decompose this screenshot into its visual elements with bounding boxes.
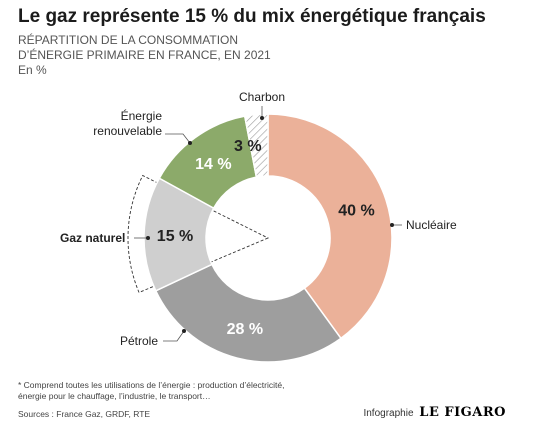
value-label-nucleaire: 40 % [338, 202, 374, 219]
category-label-nucleaire: Nucléaire [406, 218, 457, 232]
chart-title: Le gaz représente 15 % du mix énergétiqu… [18, 6, 486, 27]
leader-dot-gaz [146, 236, 150, 240]
leader-dot-charbon [260, 116, 264, 120]
category-label-gaz-naturel: Gaz naturel [60, 231, 125, 245]
leader-dot-renouvelable [188, 141, 192, 145]
credit-label: Infographie [363, 408, 414, 419]
leader-petrole [163, 330, 185, 342]
leader-renouvelable [165, 133, 191, 144]
unit-label: En % [18, 63, 47, 77]
highlight-wedge-gaz-naturel [127, 174, 270, 294]
value-label-energie-renouvelable: 14 % [195, 156, 231, 173]
leader-dot-nucleaire [390, 223, 394, 227]
category-label-charbon: Charbon [239, 90, 285, 104]
slice-petrole [154, 263, 342, 363]
slice-nucleaire [267, 113, 393, 340]
subtitle-line-2: D’ÉNERGIE PRIMAIRE EN FRANCE, EN 2021 [18, 48, 271, 62]
value-label-gaz-naturel: 15 % [157, 228, 193, 245]
le-figaro-logo: LE FIGARO [419, 405, 506, 420]
footnote-line-1: * Comprend toutes les utilisations de l’… [18, 380, 285, 390]
footnote-line-2: énergie pour le chauffage, l’industrie, … [18, 391, 211, 401]
value-label-petrole: 28 % [227, 321, 263, 338]
credit: Infographie LE FIGARO [363, 405, 506, 420]
sources-note: Sources : France Gaz, GRDF, RTE [18, 409, 151, 419]
slice-charbon [243, 113, 269, 178]
leader-dot-petrole [182, 329, 186, 333]
category-label-renouvelable-line-2: renouvelable [93, 124, 162, 138]
subtitle-line-1: RÉPARTITION DE LA CONSOMMATION [18, 33, 239, 47]
category-label-renouvelable-line-1: Énergie [121, 108, 163, 123]
chart-subtitle: RÉPARTITION DE LA CONSOMMATION D’ÉNERGIE… [18, 33, 318, 63]
footnote: * Comprend toutes les utilisations de l’… [18, 380, 358, 402]
value-label-charbon: 3 % [234, 138, 262, 155]
category-label-petrole: Pétrole [120, 334, 158, 348]
